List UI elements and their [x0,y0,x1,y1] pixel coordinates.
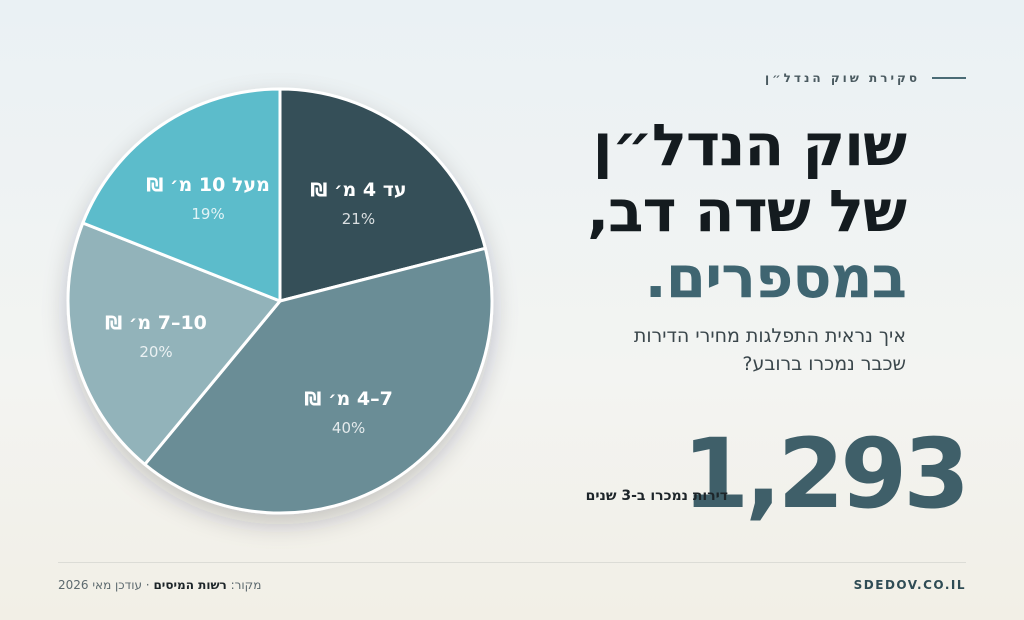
subtitle-line-2: שכבר נמכרו ברובע? [742,353,906,375]
slice-percent-3: 20% [139,343,172,361]
title-line-3: במספרים. [644,243,907,311]
source-prefix: מקור: [230,578,262,592]
slice-label-1: עד 4 מ׳ ₪ [310,179,406,201]
eyebrow-text: סקירת שוק הנדל״ן [765,71,920,85]
page-title: שוק הנדל״ן של שדה דב, במספרים. [526,111,907,311]
price-distribution-pie-chart: עד 4 מ׳ ₪ 21% 7–4 מ׳ ₪ 40% 10–7 מ׳ ₪ 20% מעל 1… [66,87,494,515]
title-line-2: של שדה דב, [587,177,907,245]
eyebrow: סקירת שוק הנדל״ן [765,71,966,85]
slice-label-2: 7–4 מ׳ ₪ [304,388,393,410]
title-line-1: שוק הנדל״ן [592,111,907,179]
slice-percent-2: 40% [332,419,365,437]
pie-slice-2 [143,246,494,515]
subtitle: איך נראית התפלגות מחירי הדירות שכבר נמכר… [526,322,906,378]
slice-label-4: מעל 10 מ׳ ₪ [146,174,270,196]
pie-slice-4 [81,87,282,303]
stat-value: 1,293 [682,418,970,530]
updated-date: · עודכן מאי 2026 [58,578,150,592]
slice-label-3: 10–7 מ׳ ₪ [105,312,207,334]
source-name: רשות המיסים [153,578,227,592]
subtitle-line-1: איך נראית התפלגות מחירי הדירות [633,325,906,347]
stat-label: דירות נמכרו ב-3 שנים [585,488,728,504]
footer-divider [58,562,966,563]
footer-source: מקור: רשות המיסים · עודכן מאי 2026 [58,578,261,592]
pie-slice-1 [278,87,487,303]
slice-percent-4: 19% [191,205,224,223]
eyebrow-line [932,77,966,79]
slice-percent-1: 21% [342,210,375,228]
footer-site-link[interactable]: SDEDOV.CO.IL [853,578,966,592]
pie-slice-3 [66,221,282,466]
